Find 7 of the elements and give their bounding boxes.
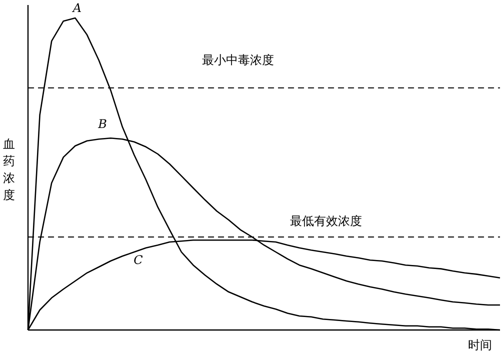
x-axis-title: 时间 — [468, 338, 492, 352]
annotation: C — [134, 253, 143, 268]
ref-line-label: 最低有效浓度 — [290, 214, 362, 228]
ref-line-label: 最小中毒浓度 — [202, 52, 274, 67]
y-axis-title: 血药浓度 — [3, 137, 15, 202]
text: A — [72, 1, 82, 15]
annotation: B — [97, 117, 108, 132]
